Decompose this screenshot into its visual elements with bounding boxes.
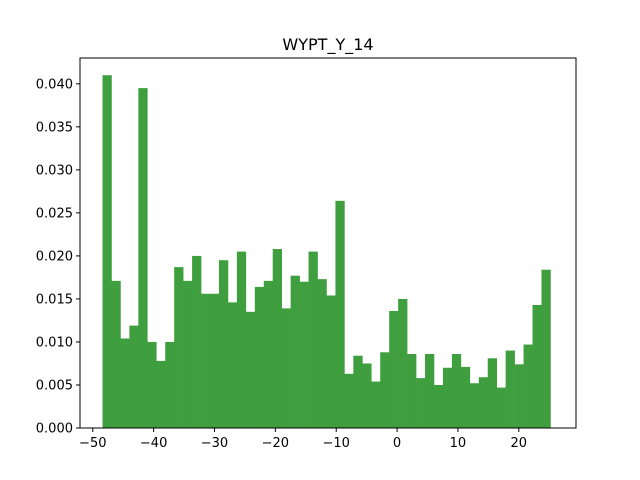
x-tick-label: −10 — [322, 436, 349, 451]
histogram-bar — [120, 338, 130, 428]
histogram-bar — [389, 310, 399, 428]
y-tick-label: 0.030 — [36, 163, 73, 178]
histogram-bar — [192, 255, 202, 428]
histogram-bar — [380, 352, 390, 428]
histogram-bar — [290, 275, 300, 428]
x-axis: −50 −40 −30 −20 −10 0 10 20 — [79, 428, 527, 451]
histogram-bar — [227, 302, 238, 428]
y-tick-label: 0.040 — [36, 77, 73, 92]
histogram-bar — [442, 367, 453, 428]
histogram-bar — [317, 279, 327, 428]
y-tick-label: 0.015 — [36, 292, 73, 307]
histogram-bar — [236, 251, 247, 428]
histogram-bar — [532, 304, 542, 428]
histogram-bar — [138, 88, 148, 429]
histogram-bar — [433, 384, 444, 428]
x-tick-label: −30 — [201, 436, 228, 451]
x-tick-label: −40 — [140, 436, 167, 451]
histogram-bar — [541, 269, 551, 428]
histogram-bar — [102, 75, 112, 429]
x-tick-label: 10 — [450, 436, 467, 451]
y-tick-label: 0.005 — [36, 378, 73, 393]
histogram-bar — [111, 280, 121, 428]
y-axis: 0.000 0.005 0.010 0.015 0.020 0.025 0.030 0.035… — [36, 77, 80, 437]
histogram-bar — [344, 373, 354, 428]
histogram-bar — [218, 260, 229, 428]
histogram-bar — [129, 325, 139, 428]
plot-frame — [79, 57, 577, 429]
histogram-bar — [487, 358, 497, 428]
histogram-bar — [299, 281, 309, 428]
histogram-bar — [281, 308, 291, 428]
histogram-bar — [514, 364, 524, 428]
bars-group — [102, 75, 551, 429]
histogram-bar — [210, 293, 220, 428]
histogram-bar — [263, 280, 274, 428]
histogram-bar — [416, 378, 426, 428]
y-tick-label: 0.010 — [36, 335, 73, 350]
x-tick-label: −20 — [262, 436, 289, 451]
y-tick-label: 0.020 — [36, 249, 73, 264]
histogram-bar — [272, 249, 282, 428]
x-tick-label: −50 — [79, 436, 106, 451]
histogram-bar — [460, 366, 471, 428]
histogram-bar — [201, 293, 211, 428]
y-tick-label: 0.025 — [36, 206, 73, 221]
histogram-bar — [326, 295, 336, 428]
histogram-bar — [165, 341, 175, 428]
histogram-bar — [523, 344, 533, 428]
x-tick-label: 0 — [393, 436, 401, 451]
histogram-bar — [254, 286, 265, 428]
histogram-bar — [156, 360, 166, 428]
histogram-bar — [478, 377, 489, 428]
histogram-bar — [183, 280, 193, 428]
histogram-bar — [335, 200, 345, 428]
histogram-bar — [362, 363, 372, 428]
histogram-bar — [308, 251, 318, 428]
histogram-bar — [147, 341, 157, 428]
x-tick-label: 20 — [511, 436, 528, 451]
histogram-bar — [371, 381, 381, 428]
histogram-bar — [174, 267, 184, 428]
y-tick-label: 0.035 — [36, 120, 73, 135]
histogram-bar — [505, 350, 515, 428]
histogram-bar — [469, 383, 480, 428]
chart-title: WYPT_Y_14 — [282, 35, 373, 55]
histogram-bar — [353, 355, 363, 428]
histogram-bar — [398, 298, 408, 428]
histogram-bar — [425, 354, 435, 428]
histogram-bar — [407, 354, 417, 428]
histogram-bar — [496, 387, 506, 428]
y-tick-label: 0.000 — [36, 422, 73, 437]
histogram-bar — [451, 354, 462, 428]
histogram-bar — [245, 311, 256, 428]
